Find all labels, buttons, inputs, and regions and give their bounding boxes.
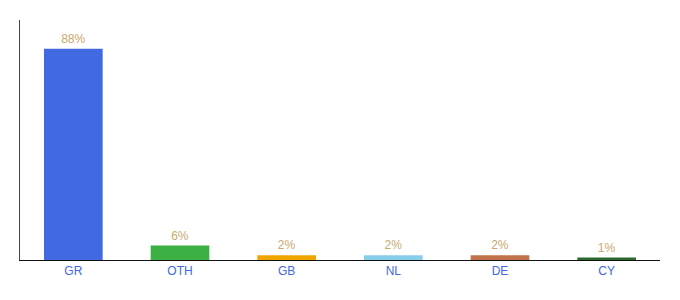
svg-text:2%: 2%	[278, 238, 296, 252]
svg-text:DE: DE	[492, 264, 509, 278]
svg-text:GR: GR	[64, 264, 82, 278]
svg-text:2%: 2%	[491, 238, 509, 252]
svg-text:OTH: OTH	[167, 264, 192, 278]
svg-text:2%: 2%	[384, 238, 402, 252]
svg-text:NL: NL	[386, 264, 402, 278]
svg-text:GB: GB	[278, 264, 295, 278]
svg-text:88%: 88%	[61, 32, 85, 46]
svg-text:6%: 6%	[171, 229, 189, 243]
svg-text:1%: 1%	[598, 241, 616, 255]
svg-text:CY: CY	[598, 264, 615, 278]
